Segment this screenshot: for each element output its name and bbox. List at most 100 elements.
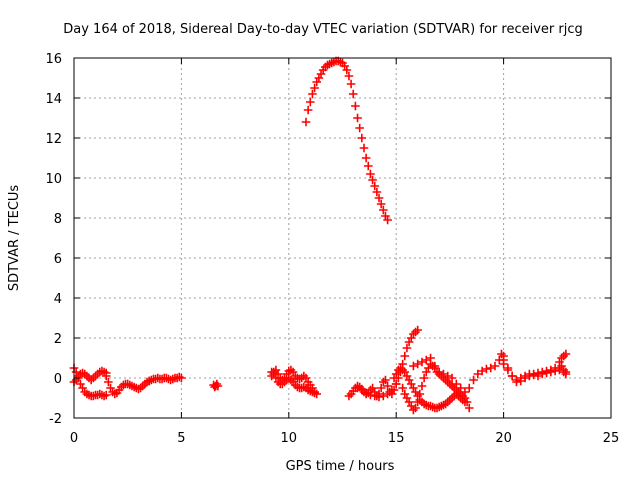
series-arc-16 (555, 361, 571, 377)
data-point (391, 379, 401, 389)
y-tick-label: -2 (49, 412, 62, 427)
data-point (379, 205, 388, 215)
data-point (447, 373, 457, 383)
series-arc-5 (209, 379, 223, 392)
data-point (537, 367, 547, 377)
data-point (383, 389, 392, 399)
data-point (398, 383, 407, 393)
series-arc-12 (398, 359, 474, 415)
x-tick-label: 10 (281, 431, 298, 446)
data-point (456, 383, 465, 393)
data-point (372, 187, 382, 197)
data-point (469, 375, 478, 385)
data-point (452, 379, 461, 389)
series-arc-13 (409, 349, 508, 397)
x-axis-label: GPS time / hours (286, 459, 395, 474)
data-point (383, 381, 392, 391)
data-point (355, 123, 364, 133)
data-point (359, 143, 369, 153)
data-point (464, 403, 474, 413)
y-tick-label: 6 (54, 252, 62, 267)
y-tick-label: 12 (45, 132, 62, 147)
data-point (366, 390, 375, 400)
data-point (370, 391, 380, 401)
data-point (387, 385, 397, 395)
grid-lines (74, 58, 611, 418)
data-point (348, 89, 358, 99)
data-point (503, 365, 513, 375)
data-point (533, 368, 543, 378)
data-point (104, 377, 113, 387)
data-point (529, 369, 538, 379)
data-point (561, 349, 571, 359)
y-tick-label: 0 (54, 372, 62, 387)
data-point (363, 161, 373, 171)
data-point (361, 153, 371, 163)
data-point (308, 89, 317, 99)
x-tick-label: 0 (70, 431, 78, 446)
data-point (464, 383, 474, 393)
data-point (346, 79, 356, 89)
data-point (101, 390, 111, 400)
data-point (400, 351, 410, 361)
y-tick-label: 10 (45, 172, 62, 187)
data-point (368, 175, 377, 185)
data-point (213, 381, 223, 391)
x-tick-label: 5 (177, 431, 185, 446)
chart-title: Day 164 of 2018, Sidereal Day-to-day VTE… (63, 22, 583, 37)
data-point (561, 367, 571, 377)
series-arc-15 (499, 349, 571, 385)
data-point (305, 97, 315, 107)
data-point (376, 383, 386, 393)
data-point (366, 169, 375, 179)
data-point (351, 101, 360, 111)
data-point (312, 389, 322, 399)
y-tick-label: 2 (54, 332, 62, 347)
data-point (462, 397, 472, 407)
data-point (507, 371, 517, 381)
data-point (413, 397, 422, 407)
data-point (383, 215, 392, 225)
data-point (353, 113, 362, 123)
plot-frame (73, 57, 612, 419)
data-point (499, 359, 508, 369)
data-point (426, 353, 435, 363)
series-arc-8 (301, 56, 392, 225)
x-tick-label: 20 (495, 431, 512, 446)
data-point (411, 403, 420, 413)
data-point (417, 381, 427, 391)
data-point (413, 325, 422, 335)
data-point (344, 71, 354, 81)
data-point (381, 375, 390, 385)
x-tick-label: 15 (388, 431, 405, 446)
data-point (430, 361, 440, 371)
data-point (177, 373, 186, 383)
axis-ticks: 0 5 10 15 20 25 -2 0 2 4 6 8 10 12 14 16 (45, 52, 619, 446)
y-axis-label: SDTVAR / TECUs (7, 185, 22, 292)
data-point (310, 83, 319, 93)
data-point (542, 366, 551, 376)
data-point (374, 193, 384, 203)
data-point (376, 199, 386, 209)
data-point (374, 392, 384, 402)
data-point (301, 117, 311, 127)
y-tick-label: 16 (45, 52, 62, 67)
data-point (419, 373, 429, 383)
data-point (370, 181, 380, 191)
data-point (490, 361, 500, 371)
y-tick-label: 8 (54, 212, 62, 227)
data-point (342, 65, 352, 75)
series-arc-4 (144, 372, 186, 386)
y-tick-label: 14 (45, 92, 62, 107)
data-points (69, 56, 571, 415)
x-tick-label: 25 (603, 431, 620, 446)
data-point (415, 389, 425, 399)
data-point (402, 343, 412, 353)
series-arc-7 (267, 367, 322, 399)
y-tick-label: 4 (54, 292, 62, 307)
data-point (482, 364, 491, 374)
data-point (460, 387, 470, 397)
series-arc-3 (101, 371, 154, 399)
data-point (357, 133, 367, 143)
